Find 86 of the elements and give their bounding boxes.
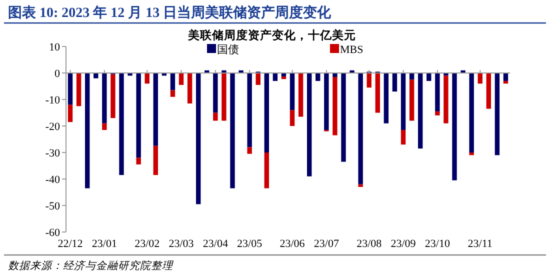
bar <box>426 73 432 81</box>
x-tick-label: 23/07 <box>314 238 340 250</box>
x-tick-label: 23/04 <box>202 238 228 250</box>
bar <box>358 73 363 184</box>
bar <box>332 73 338 77</box>
bar <box>307 73 312 176</box>
bar <box>153 146 158 176</box>
bar <box>290 110 295 126</box>
bar <box>136 158 141 164</box>
bar <box>332 76 338 136</box>
y-tick-label: -50 <box>45 200 60 212</box>
bar <box>213 73 218 113</box>
bar <box>435 73 440 112</box>
bar <box>478 73 482 84</box>
bar <box>222 73 226 121</box>
bar <box>178 73 184 85</box>
bar <box>264 152 269 188</box>
bar <box>85 73 90 188</box>
bar <box>409 80 414 121</box>
x-tick-label: 23/03 <box>168 238 194 250</box>
bar <box>256 73 260 85</box>
bar <box>196 73 201 204</box>
bar <box>503 73 508 81</box>
bar <box>153 73 158 146</box>
y-tick-label: -40 <box>45 174 60 186</box>
bar <box>247 73 252 148</box>
source-note: 数据来源：经济与金融研究院整理 <box>8 260 174 272</box>
bar <box>358 184 363 187</box>
bar <box>264 73 269 152</box>
bar <box>400 130 406 145</box>
x-tick-label: 23/06 <box>280 238 306 250</box>
bar <box>503 80 508 84</box>
x-tick-label: 23/01 <box>92 238 117 250</box>
bar <box>469 73 474 152</box>
y-tick-label: -60 <box>45 227 60 239</box>
bar <box>400 73 406 130</box>
bar <box>418 73 423 149</box>
bar <box>486 73 491 109</box>
bar <box>435 111 440 116</box>
bar <box>170 73 176 90</box>
bar <box>187 73 192 104</box>
x-tick-label: 23/08 <box>356 238 382 250</box>
bar <box>324 73 329 130</box>
bar <box>102 73 107 124</box>
y-tick-label: 0 <box>54 68 60 80</box>
legend-label: MBS <box>340 44 364 56</box>
bar <box>230 73 235 188</box>
x-tick-label: 23/09 <box>390 238 416 250</box>
y-tick-label: 10 <box>49 42 60 54</box>
bar <box>452 73 457 180</box>
bar <box>298 73 304 117</box>
y-tick-label: -10 <box>45 94 60 106</box>
bar <box>290 73 295 110</box>
bar <box>68 73 73 105</box>
chart-title: 图表 10: 2023 年 12 月 13 日当周美联储资产周度变化 <box>8 4 332 21</box>
bar <box>366 73 372 88</box>
bar <box>469 152 474 156</box>
bar <box>272 73 278 81</box>
bar <box>76 73 82 106</box>
x-tick-label: 22/12 <box>58 238 83 250</box>
bar <box>136 73 141 158</box>
bar <box>316 73 320 81</box>
bar <box>119 73 124 176</box>
y-tick-label: -20 <box>45 121 60 133</box>
bar <box>384 73 389 124</box>
bar <box>94 73 98 78</box>
bar <box>281 76 286 80</box>
bar <box>444 76 448 124</box>
bar <box>247 147 252 154</box>
bar <box>102 123 107 130</box>
x-tick-label: 23/02 <box>134 238 160 250</box>
bar <box>110 74 116 118</box>
bar <box>494 73 500 156</box>
bar <box>341 73 346 162</box>
bar <box>144 73 150 84</box>
bar <box>170 90 176 97</box>
x-tick-label: 23/11 <box>468 238 492 250</box>
legend-label: 国债 <box>217 44 239 56</box>
x-tick-label: 23/10 <box>424 238 450 250</box>
chart-subtitle: 美联储周度资产变化，十亿美元 <box>187 28 356 42</box>
bar <box>213 112 218 121</box>
bar <box>375 73 380 113</box>
bar <box>68 104 73 122</box>
x-tick-label: 23/05 <box>237 238 263 250</box>
y-tick-label: -30 <box>45 148 60 160</box>
bar <box>392 73 398 92</box>
